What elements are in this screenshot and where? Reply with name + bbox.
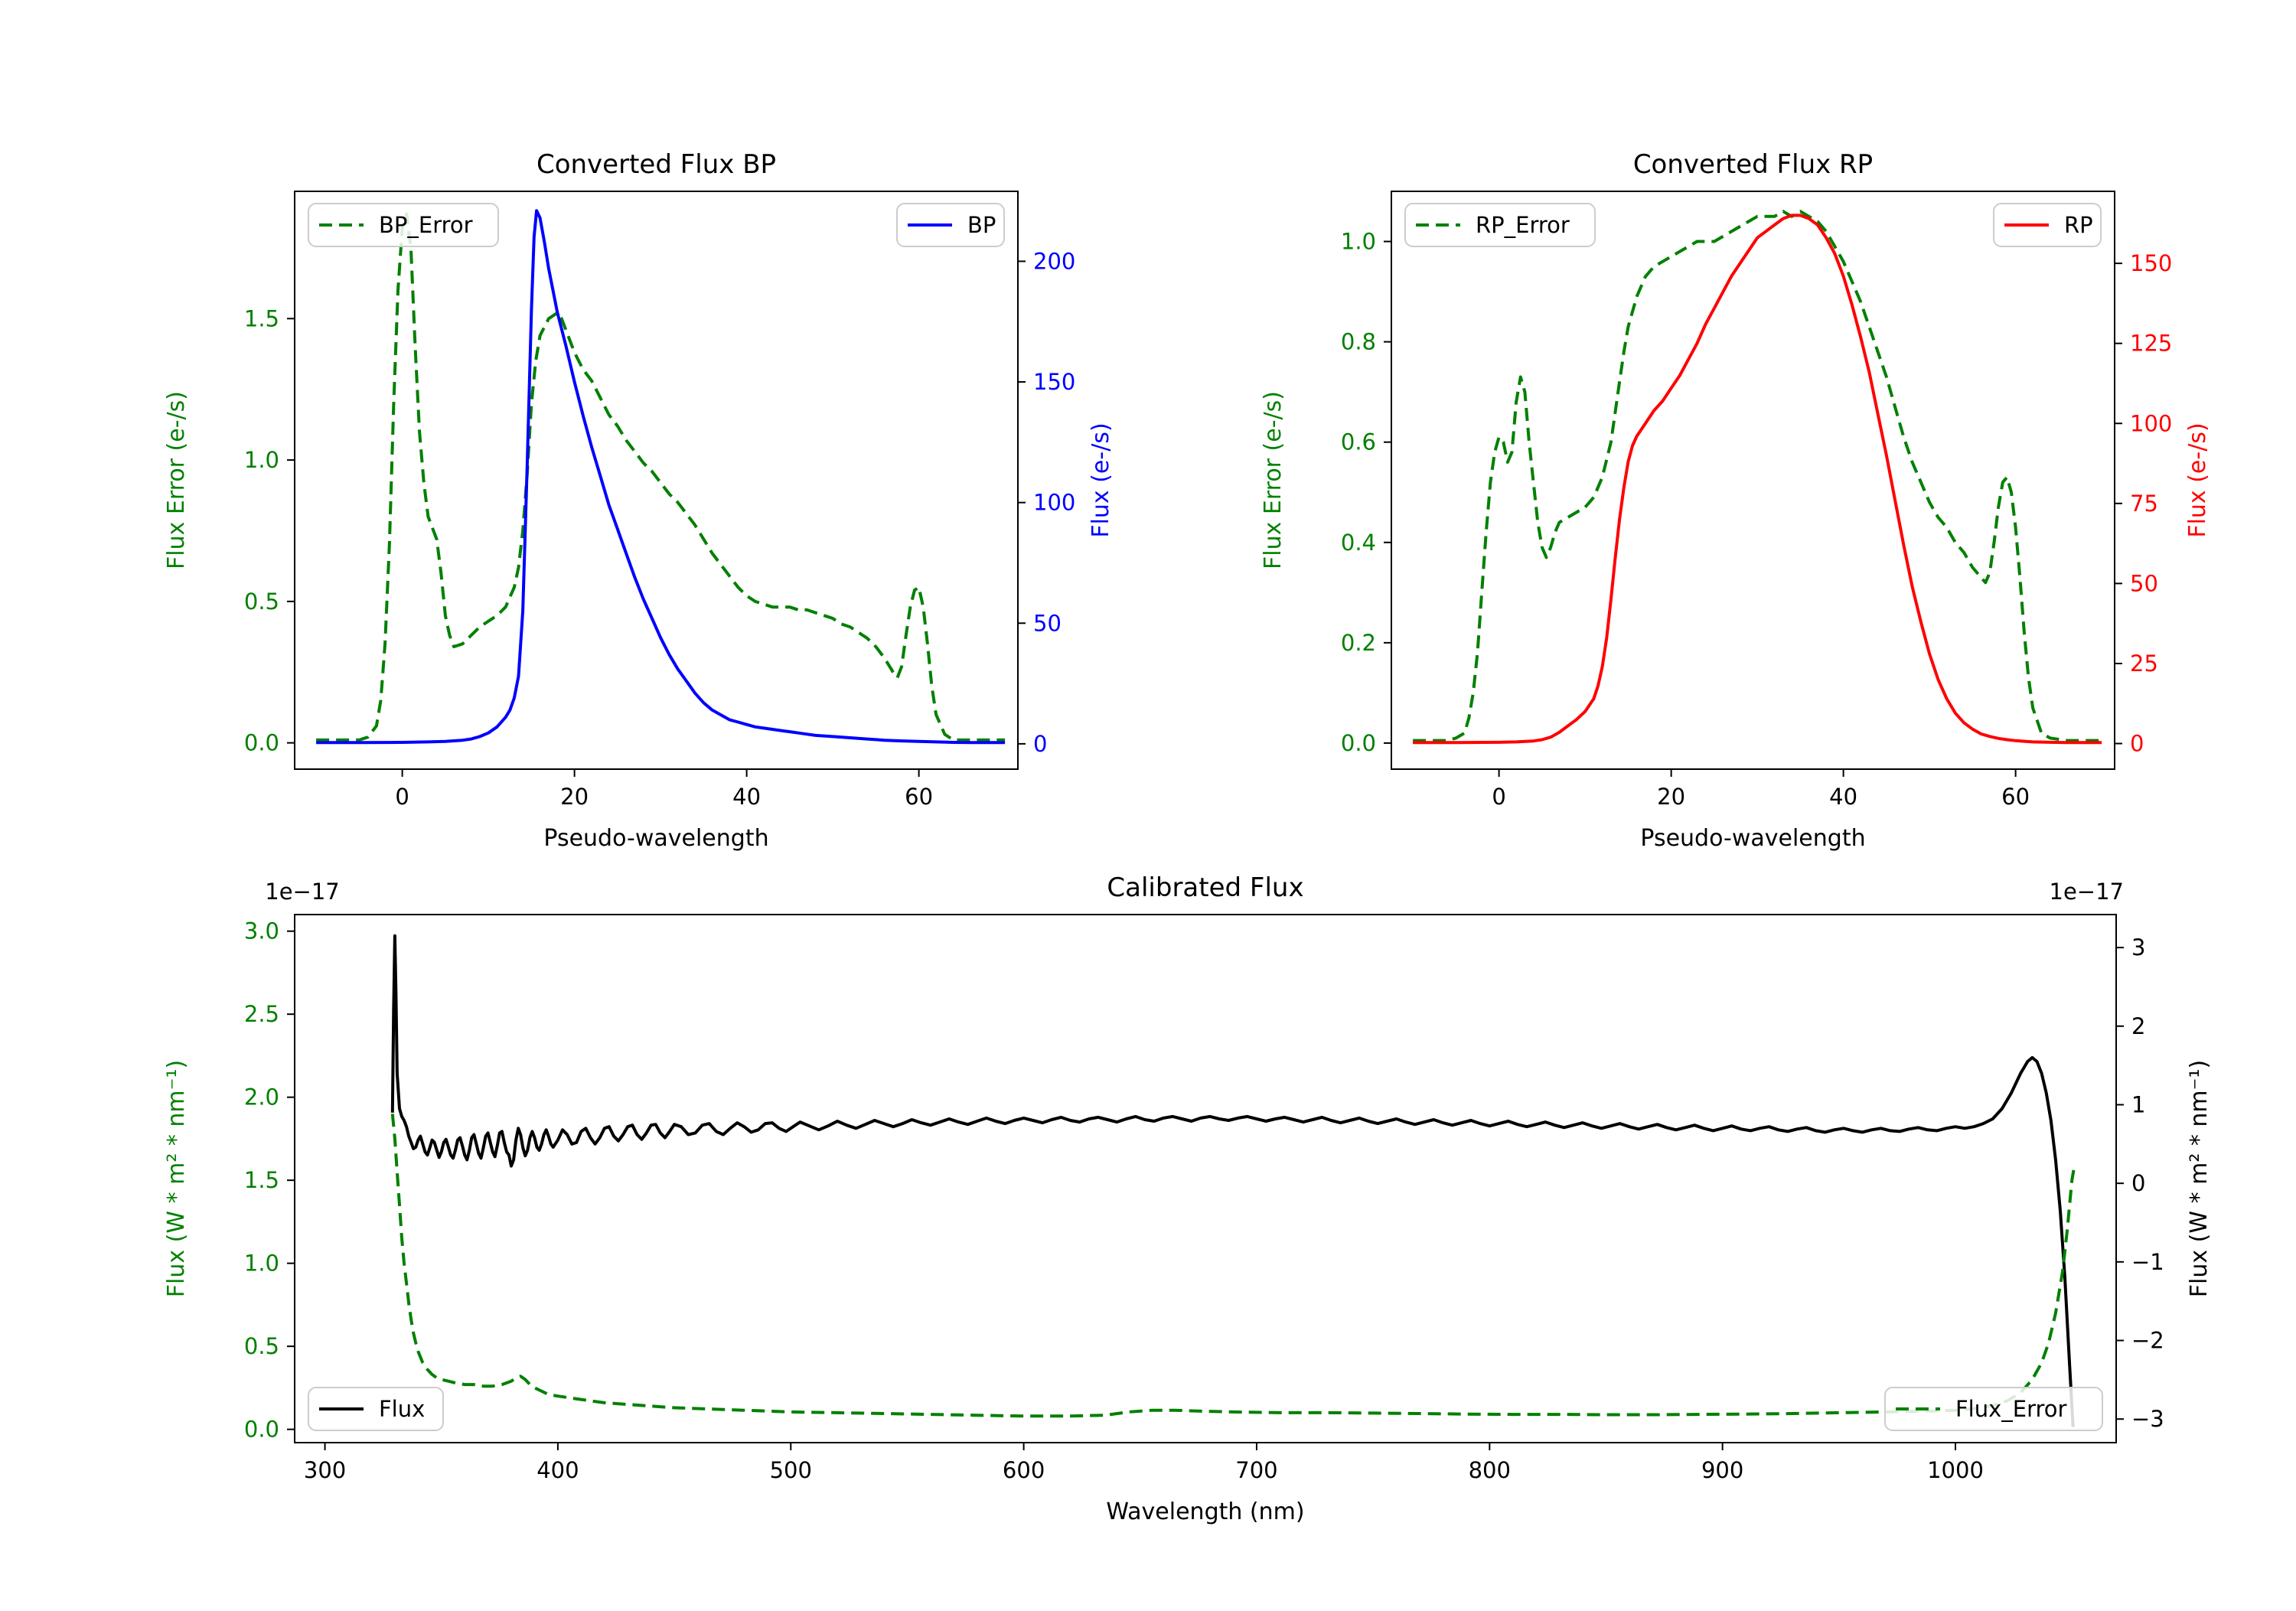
legend-label: RP_Error [1476,212,1570,238]
legend-label: Flux [379,1396,425,1422]
y-tick-label-right: 0 [1033,731,1047,757]
rp-line [1413,214,2102,745]
x-tick-label: 0 [1492,784,1505,810]
legend-box [308,203,499,247]
legend-rp: RP [1993,203,2102,247]
y-axis-label-left: Flux Error (e-/s) [1260,391,1287,569]
legend-label: Flux_Error [1955,1396,2067,1422]
chart-title: Converted Flux RP [1633,149,1873,180]
chart-calibrated-flux: 300 400 500 600 700 800 900 1000 0.0 0.5 1.0 1.5 2.0… [163,872,2213,1525]
flux-error-line [390,1114,2076,1418]
y-tick-label-left: 0.0 [244,1417,279,1443]
y-tick-label-right: 3 [2131,934,2145,960]
x-tick-label: 300 [304,1457,346,1483]
x-tick-label: 600 [1003,1457,1045,1483]
y-tick-label-right: 0 [2131,1170,2145,1196]
legend-label: BP [967,212,996,238]
x-tick-label: 700 [1235,1457,1277,1483]
legend-label: BP_Error [379,212,473,238]
y-axis-label-right: Flux (e-/s) [1088,422,1114,537]
x-tick-label: 20 [1657,784,1685,810]
y-tick-label-left: 2.0 [244,1084,279,1110]
x-tick-label: 400 [536,1457,579,1483]
y-tick-label-right: −2 [2131,1328,2164,1354]
axes-frame [294,191,1019,770]
y-tick-label-left: 1.0 [1341,229,1376,255]
y-tick-label-left: 1.5 [244,1167,279,1193]
y-tick-label-right: 50 [1033,610,1062,636]
y-tick-label-right: −3 [2131,1406,2164,1432]
plot-area [316,209,1006,745]
y-tick-label-left: 1.0 [244,1251,279,1277]
x-tick-label: 1000 [1927,1457,1984,1483]
x-tick-label: 800 [1469,1457,1511,1483]
y-tick-label-left: 0.2 [1341,630,1376,656]
y-axis-label-right: Flux (e-/s) [2184,422,2211,537]
legend-box [308,1387,444,1431]
x-axis-label: Pseudo-wavelength [1640,825,1865,852]
y-tick-label-left: 3.0 [244,918,279,944]
y-tick-label-left: 0.5 [244,1333,279,1359]
plot-area [1413,210,2102,745]
legend-box [1884,1387,2103,1431]
x-tick-label: 40 [732,784,761,810]
y-tick-label-right: 75 [2130,491,2158,517]
legend-label: RP [2064,212,2093,238]
y-tick-label-left: 1.5 [244,305,279,331]
x-tick-label: 20 [560,784,589,810]
y-axis-label-left: Flux Error (e-/s) [163,391,190,569]
legend-rp-error: RP_Error [1404,203,1596,247]
y-tick-label-right: 150 [2130,250,2172,276]
y-tick-label-right: 150 [1033,369,1075,395]
y-axis-label-right: Flux (W * m² * nm⁻¹) [2186,1060,2213,1297]
x-tick-label: 0 [395,784,409,810]
chart-converted-flux-rp: 0 20 40 60 0.0 0.2 0.4 0.6 0.8 1.0 0 25 50 75 100 125 15… [1260,149,2211,852]
x-tick-label: 900 [1701,1457,1743,1483]
legend-bp: BP [896,203,1005,247]
legend-flux: Flux [308,1387,444,1431]
flux-line [390,934,2075,1427]
axes-frame [294,914,2117,1443]
x-tick-label: 500 [770,1457,812,1483]
y-tick-label-right: 100 [2130,410,2172,436]
y-tick-label-right: 125 [2130,331,2172,357]
y-tick-label-right: 2 [2131,1013,2145,1039]
rp-error-line [1413,210,2102,742]
legend-bp-error: BP_Error [308,203,499,247]
y-tick-label-left: 1.0 [244,447,279,473]
x-tick-label: 40 [1829,784,1857,810]
plot-area [390,934,2076,1427]
chart-title: Calibrated Flux [1107,872,1303,903]
x-tick-label: 60 [905,784,933,810]
x-axis-label: Pseudo-wavelength [543,825,768,852]
y-tick-label-right: −1 [2131,1249,2164,1275]
x-axis-label: Wavelength (nm) [1106,1498,1304,1525]
y-tick-label-left: 0.6 [1341,429,1376,455]
y-tick-label-left: 0.0 [244,730,279,756]
axis-offset-text-left: 1e−17 [265,879,340,905]
bp-line [316,209,1006,745]
y-tick-label-right: 25 [2130,651,2158,677]
y-tick-label-right: 100 [1033,490,1075,516]
chart-title: Converted Flux BP [536,149,776,180]
y-tick-label-left: 0.4 [1341,530,1376,556]
y-tick-label-left: 0.5 [244,589,279,615]
axes-frame [1391,191,2115,770]
legend-flux-error: Flux_Error [1884,1387,2103,1431]
bp-error-line [316,212,1006,742]
y-tick-label-right: 1 [2131,1091,2145,1117]
y-tick-label-right: 0 [2130,731,2144,757]
axis-offset-text-right: 1e−17 [2050,879,2125,905]
y-tick-label-right: 200 [1033,248,1075,274]
x-tick-label: 60 [2001,784,2030,810]
legend-box [1404,203,1596,247]
y-tick-label-left: 0.0 [1341,730,1376,756]
y-tick-label-right: 50 [2130,570,2158,596]
y-axis-label-left: Flux (W * m² * nm⁻¹) [163,1060,190,1297]
y-tick-label-left: 2.5 [244,1001,279,1027]
chart-converted-flux-bp: 0 20 40 60 0.0 0.5 1.0 1.5 0 50 100 150 200 Pseudo-wa… [163,149,1114,852]
y-tick-label-left: 0.8 [1341,329,1376,355]
